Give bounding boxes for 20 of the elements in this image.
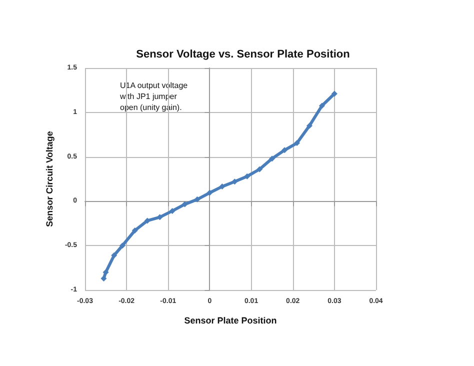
point (282, 147, 288, 154)
point (256, 166, 263, 172)
point (306, 122, 312, 129)
point (111, 252, 118, 258)
point (331, 90, 338, 97)
point (182, 201, 188, 208)
point (169, 208, 176, 214)
point (318, 102, 325, 109)
chart-title: Sensor Voltage vs. Sensor Plate Position (136, 48, 350, 60)
point (219, 184, 226, 190)
y-axis-title: Sensor Circuit Voltage (44, 131, 55, 227)
point (194, 196, 200, 202)
point (269, 156, 276, 162)
point (294, 140, 300, 146)
point (119, 242, 126, 249)
point (232, 178, 238, 185)
x-axis-title: Sensor Plate Position (184, 316, 277, 326)
point (132, 228, 138, 234)
point (244, 173, 250, 180)
point (206, 190, 213, 196)
